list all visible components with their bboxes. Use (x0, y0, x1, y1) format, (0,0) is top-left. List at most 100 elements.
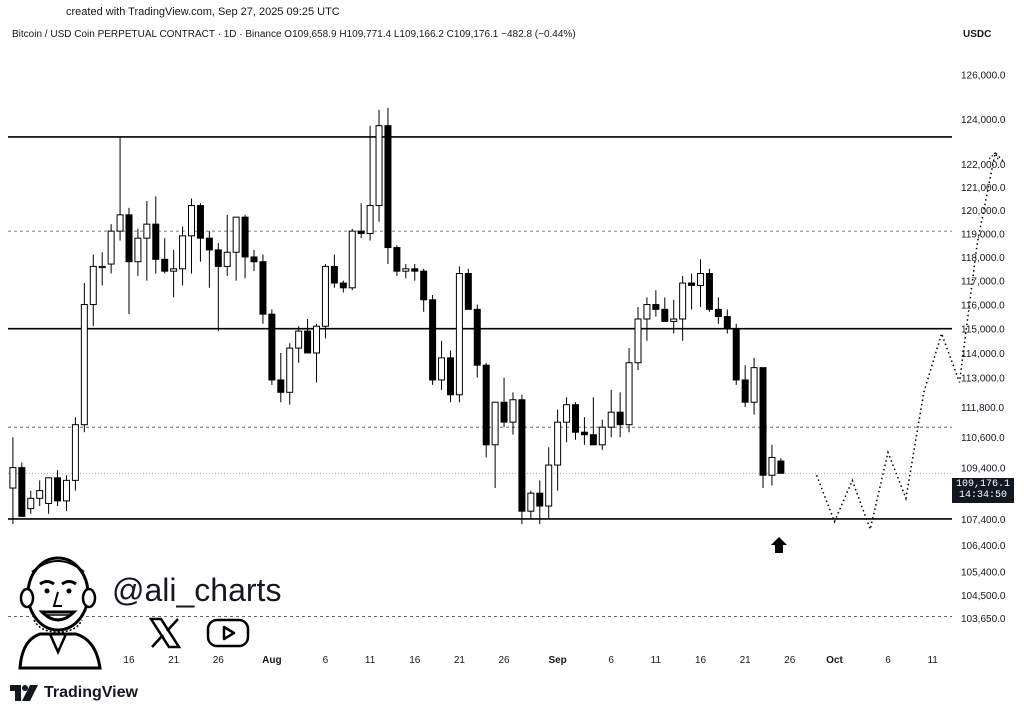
candle-82 (741, 365, 749, 408)
candle-45 (411, 264, 419, 281)
candle-23 (214, 242, 222, 332)
candle-46 (420, 268, 428, 312)
y-tick-label: 121,000.0 (961, 183, 1006, 194)
x-tick-label: 21 (168, 655, 180, 666)
y-tick-label: 115,000.0 (961, 325, 1005, 336)
candle-49 (446, 350, 454, 403)
candle-80 (723, 309, 731, 334)
candle-79 (714, 297, 722, 324)
y-tick-label: 106,400.0 (961, 541, 1006, 552)
candle-22 (205, 231, 213, 288)
candle-48 (438, 340, 446, 390)
avatar-caricature-icon (18, 556, 102, 670)
x-tick-label: 6 (323, 655, 329, 666)
candle-27 (250, 249, 258, 272)
x-tick-label: 11 (651, 655, 662, 666)
x-tick-label: 6 (885, 655, 891, 666)
candle-31 (286, 343, 294, 405)
candle-21 (196, 203, 204, 262)
candle-78 (705, 268, 713, 312)
candle-6 (62, 475, 70, 512)
candle-83 (750, 357, 758, 415)
candle-86 (777, 458, 785, 474)
x-tick-label: 26 (784, 655, 796, 666)
candle-37 (339, 280, 347, 293)
y-tick-label: 104,500.0 (961, 591, 1006, 602)
x-tick-label: Sep (548, 655, 566, 666)
y-tick-label: 110,600.0 (961, 433, 1005, 444)
candle-70 (634, 306, 642, 371)
x-logo-icon[interactable] (148, 616, 182, 650)
footer-brand[interactable]: TradingView (10, 683, 138, 703)
candle-39 (357, 203, 365, 239)
candle-53 (482, 362, 490, 458)
candle-81 (732, 323, 740, 385)
candle-59 (536, 480, 544, 525)
candle-54 (491, 401, 499, 489)
candle-74 (670, 299, 678, 334)
candle-52 (473, 304, 481, 378)
candle-38 (348, 228, 356, 291)
candle-73 (661, 297, 669, 322)
y-tick-label: 122,000.0 (961, 160, 1006, 171)
y-tick-label: 114,000.0 (961, 349, 1005, 360)
candle-36 (330, 254, 338, 288)
candle-18 (170, 249, 178, 298)
candle-75 (679, 275, 687, 341)
x-tick-label: 11 (365, 655, 376, 666)
candle-57 (518, 394, 526, 525)
play-button-icon[interactable] (206, 618, 250, 648)
candle-55 (500, 377, 508, 428)
candle-58 (527, 490, 535, 519)
candle-64 (580, 417, 588, 445)
candle-20 (188, 198, 195, 274)
candle-60 (545, 447, 553, 519)
y-tick-label: 117,000.0 (961, 277, 1005, 288)
candle-66 (598, 419, 606, 450)
y-tick-label: 118,000.0 (961, 253, 1005, 264)
candle-42 (384, 107, 392, 265)
candle-72 (652, 290, 660, 317)
y-tick-label: 111,800.0 (961, 403, 1004, 414)
candle-7 (71, 417, 79, 491)
up-arrow-icon (771, 537, 787, 553)
candle-0 (9, 437, 17, 525)
candle-68 (616, 392, 624, 438)
candle-61 (554, 409, 562, 491)
candle-56 (509, 392, 517, 435)
tradingview-wordmark: TradingView (44, 684, 138, 701)
x-tick-label: Oct (826, 655, 843, 666)
projection-path (815, 151, 1005, 532)
candle-4 (45, 477, 53, 514)
x-tick-label: 21 (454, 655, 466, 666)
candle-17 (161, 238, 169, 274)
candle-67 (607, 389, 615, 438)
candle-30 (277, 352, 285, 403)
candle-34 (313, 323, 321, 383)
candle-40 (366, 125, 374, 241)
candle-32 (295, 326, 303, 363)
x-tick-label: 16 (123, 655, 135, 666)
candle-15 (143, 200, 151, 281)
x-tick-label: 21 (740, 655, 752, 666)
y-tick-label: 116,000.0 (961, 301, 1005, 312)
candle-84 (759, 367, 767, 489)
candle-51 (464, 268, 472, 310)
created-caption: created with TradingView.com, Sep 27, 20… (66, 6, 340, 18)
candle-1 (18, 462, 26, 517)
symbol-ohlc-line: Bitcoin / USD Coin PERPETUAL CONTRACT · … (12, 29, 576, 40)
candle-19 (179, 226, 187, 286)
currency-label: USDC (963, 29, 992, 40)
candle-85 (768, 444, 776, 486)
candle-12 (116, 136, 124, 241)
candle-14 (134, 228, 142, 276)
x-tick-label: 26 (498, 655, 510, 666)
x-axis-ticks: 6162126Aug611162126Sep611162126Oct611 (28, 655, 938, 666)
y-tick-label: 119,000.0 (961, 229, 1005, 240)
horizontal-levels (8, 136, 952, 617)
projection-line (815, 151, 1005, 532)
y-tick-label: 109,400.0 (961, 464, 1006, 475)
candle-13 (125, 207, 133, 315)
bar-countdown: 14:34:50 (958, 490, 1007, 501)
candle-8 (80, 283, 88, 433)
